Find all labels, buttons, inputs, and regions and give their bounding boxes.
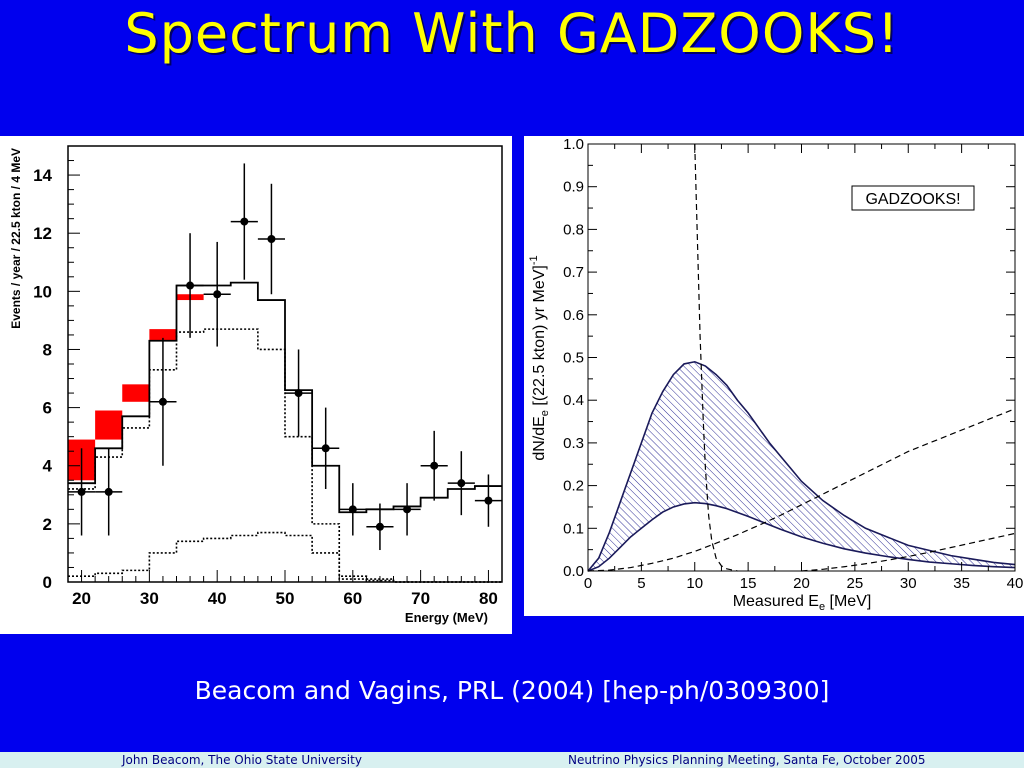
data-point-4 — [213, 290, 222, 299]
x-tick-label-5: 70 — [411, 589, 430, 608]
data-point-2 — [158, 397, 167, 406]
data-point-11 — [403, 505, 412, 514]
y-axis-label: Events / year / 22.5 kton / 4 MeV — [9, 148, 23, 329]
data-point-0 — [77, 487, 86, 496]
y-tick-label-6: 12 — [33, 224, 52, 243]
data-point-8 — [321, 444, 330, 453]
y-axis-label: dN/dEe [(22.5 kton) yr MeV]-1 — [528, 255, 551, 460]
y-tick-label-2: 0.2 — [563, 478, 584, 495]
legend-box — [851, 185, 975, 211]
data-point-9 — [348, 505, 357, 514]
data-point-1 — [104, 487, 113, 496]
citation: Beacom and Vagins, PRL (2004) [hep-ph/03… — [194, 676, 830, 705]
x-tick-label-6: 80 — [479, 589, 498, 608]
data-point-10 — [375, 522, 384, 531]
red-band-3 — [149, 329, 177, 341]
x-tick-label-3: 50 — [276, 589, 295, 608]
y-tick-label-1: 2 — [43, 515, 52, 534]
x-tick-label-0: 20 — [72, 589, 91, 608]
footer-bar: John Beacom, The Ohio State University N… — [0, 752, 1024, 768]
left-chart-svg: 20 30 40 50 60 70 80 0 2 4 6 8 10 12 14 Energy (MeV) Eve… — [9, 145, 503, 625]
red-band-1 — [95, 410, 123, 440]
x-tick-label-7: 35 — [953, 575, 970, 592]
x-tick-label-1: 30 — [140, 589, 159, 608]
red-band-2 — [122, 384, 150, 402]
data-point-6 — [267, 235, 276, 244]
footer-meeting: Neutrino Physics Planning Meeting, Santa… — [568, 753, 926, 767]
band-upper-curve — [587, 360, 1016, 572]
y-tick-label-4: 0.4 — [563, 392, 584, 409]
data-point-12 — [430, 461, 439, 470]
x-tick-label-2: 40 — [208, 589, 227, 608]
y-tick-label-5: 10 — [33, 282, 52, 301]
data-point-13 — [457, 479, 466, 488]
y-tick-label-3: 0.3 — [563, 435, 584, 452]
y-tick-label-3: 6 — [43, 399, 52, 418]
band-lower-curve — [587, 501, 1016, 572]
data-point-14 — [484, 496, 493, 505]
x-tick-label-6: 30 — [900, 575, 917, 592]
y-tick-label-9: 0.9 — [563, 179, 584, 196]
y-tick-label-7: 0.7 — [563, 264, 584, 281]
x-axis-label: Measured Ee [MeV] — [733, 593, 872, 613]
right-chart-svg: 0 5 10 15 20 25 30 35 40 0.0 0.1 0.2 0.3 0.4 0.5 0.6 0.7… — [528, 136, 1024, 613]
x-axis-label: Energy (MeV) — [405, 610, 488, 625]
y-tick-label-4: 8 — [43, 340, 52, 359]
y-tick-label-1: 0.1 — [563, 520, 584, 537]
dashed-low-curve — [801, 532, 1016, 572]
x-tick-label-4: 20 — [793, 575, 810, 592]
data-point-7 — [294, 389, 303, 398]
data-point-5 — [240, 217, 249, 226]
total-histogram — [68, 281, 502, 514]
left-chart-panel: 20 30 40 50 60 70 80 0 2 4 6 8 10 12 14 Energy (MeV) Eve… — [0, 136, 512, 634]
x-tick-label-4: 60 — [343, 589, 362, 608]
y-tick-label-8: 0.8 — [563, 221, 584, 238]
y-tick-label-0: 0 — [43, 573, 52, 592]
y-tick-label-5: 0.5 — [563, 350, 584, 367]
x-tick-label-1: 5 — [637, 575, 645, 592]
data-point-3 — [186, 281, 195, 290]
footer-author: John Beacom, The Ohio State University — [122, 753, 362, 767]
y-tick-label-6: 0.6 — [563, 307, 584, 324]
slide-title: Spectrum With GADZOOKS! — [124, 2, 900, 65]
y-tick-label-2: 4 — [43, 457, 53, 476]
right-chart-panel: 0 5 10 15 20 25 30 35 40 0.0 0.1 0.2 0.3 0.4 0.5 0.6 0.7… — [524, 136, 1024, 616]
y-tick-label-0: 0.0 — [563, 563, 584, 580]
x-tick-label-5: 25 — [847, 575, 864, 592]
y-tick-label-10: 1.0 — [563, 136, 584, 153]
hatched-band — [588, 361, 1015, 571]
x-tick-label-2: 10 — [686, 575, 703, 592]
dashed-steep-curve — [694, 143, 738, 572]
x-tick-label-3: 15 — [740, 575, 757, 592]
dashed-rising-curve — [587, 408, 1016, 572]
legend-text: GADZOOKS! — [865, 191, 960, 208]
y-tick-label-7: 14 — [33, 166, 52, 185]
x-tick-label-0: 0 — [584, 575, 592, 592]
x-tick-label-8: 40 — [1007, 575, 1024, 592]
